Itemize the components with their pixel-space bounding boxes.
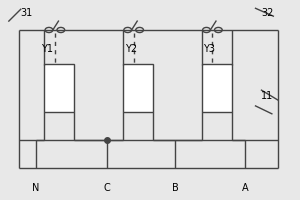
Text: 32: 32: [261, 8, 274, 18]
Bar: [123, 64, 153, 112]
Text: A: A: [242, 183, 248, 193]
Text: 31: 31: [20, 8, 33, 18]
Bar: [44, 64, 74, 112]
Text: C: C: [103, 183, 110, 193]
Text: Y2: Y2: [124, 44, 137, 54]
Text: Y3: Y3: [203, 44, 215, 54]
Bar: [202, 64, 232, 112]
Text: 11: 11: [261, 91, 274, 101]
Text: N: N: [32, 183, 39, 193]
Text: B: B: [172, 183, 178, 193]
Text: Y1: Y1: [41, 44, 53, 54]
